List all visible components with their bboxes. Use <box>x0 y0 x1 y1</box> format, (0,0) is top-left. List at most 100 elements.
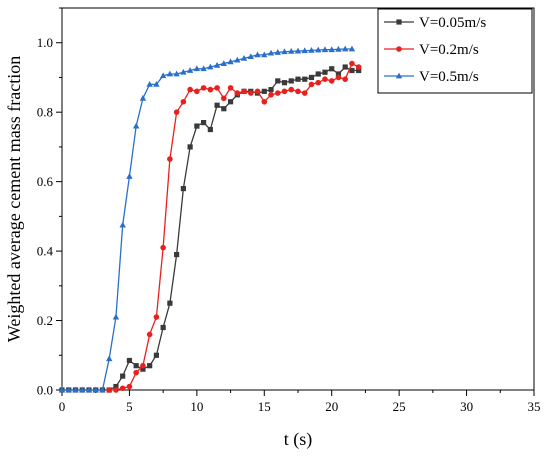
data-point <box>126 383 133 390</box>
data-point <box>308 81 315 88</box>
data-point <box>193 65 201 72</box>
data-point <box>342 76 349 82</box>
data-point <box>106 387 112 393</box>
data-point <box>126 173 133 179</box>
data-point <box>322 69 328 75</box>
data-point <box>173 70 180 77</box>
data-point <box>288 78 294 84</box>
legend-label: V=0.2m/s <box>419 42 479 58</box>
data-point <box>221 106 227 112</box>
data-point <box>119 385 126 392</box>
data-point <box>234 56 241 63</box>
data-point <box>328 46 335 53</box>
data-point <box>315 46 322 53</box>
data-point <box>315 71 321 77</box>
data-point <box>342 64 348 70</box>
y-tick-label: 1.0 <box>37 35 53 50</box>
data-point <box>227 58 234 65</box>
data-point <box>335 45 342 52</box>
x-tick-label: 15 <box>258 399 271 414</box>
x-tick-label: 25 <box>393 399 406 414</box>
axis-ticks: 0 5 10 15 20 25 30 35 0.0 0.2 0.4 0.6 0.8 1.0 <box>37 7 541 414</box>
data-point <box>160 324 166 331</box>
data-point <box>267 49 275 56</box>
data-point <box>120 373 126 379</box>
data-point <box>261 51 268 58</box>
series-triangle <box>58 45 356 393</box>
series-circle <box>106 60 362 393</box>
data-point <box>302 76 308 82</box>
data-point <box>112 313 120 320</box>
data-point <box>342 45 349 52</box>
data-point <box>201 120 207 126</box>
data-point <box>65 386 72 393</box>
data-point <box>315 79 322 86</box>
data-point <box>113 383 119 390</box>
data-point <box>79 386 86 393</box>
data-point <box>335 74 342 81</box>
data-point <box>207 86 214 93</box>
x-tick-label: 0 <box>59 399 66 414</box>
x-axis-title: t (s) <box>284 429 313 450</box>
data-point <box>328 78 335 84</box>
data-point <box>281 48 288 55</box>
data-point <box>308 46 315 53</box>
data-point <box>254 88 261 95</box>
data-point <box>281 88 288 95</box>
data-point <box>288 48 295 54</box>
data-point <box>275 78 281 84</box>
data-point <box>348 45 356 52</box>
legend-marker <box>396 19 402 25</box>
x-tick-label: 20 <box>325 399 338 414</box>
data-point <box>200 85 207 91</box>
data-point <box>133 363 139 369</box>
data-point <box>268 87 274 93</box>
data-point <box>92 386 99 393</box>
y-tick-label: 0.2 <box>37 313 53 328</box>
data-point <box>180 185 186 192</box>
data-point <box>281 80 288 86</box>
data-point <box>106 355 113 362</box>
series-line <box>62 66 359 391</box>
y-axis-title: Weighted average cement mass fraction <box>4 56 24 342</box>
y-tick-label: 0.8 <box>37 105 53 120</box>
legend-marker <box>395 72 403 79</box>
data-point <box>254 51 261 58</box>
data-point <box>240 54 248 61</box>
data-point <box>247 53 254 60</box>
data-point <box>113 387 119 393</box>
data-point <box>58 386 66 393</box>
data-point <box>221 95 227 102</box>
series-line <box>62 48 352 391</box>
data-point <box>180 68 187 75</box>
data-point <box>166 70 174 77</box>
x-tick-label: 30 <box>460 399 473 414</box>
data-point <box>187 86 193 93</box>
data-point <box>268 92 274 98</box>
data-point <box>321 46 329 53</box>
data-point <box>173 109 180 115</box>
data-point <box>194 123 200 129</box>
data-point <box>147 363 153 369</box>
data-point <box>132 122 140 129</box>
data-point <box>139 94 147 101</box>
data-point <box>248 90 254 96</box>
data-point <box>329 66 335 72</box>
data-point <box>261 88 267 94</box>
data-point <box>322 76 328 82</box>
data-point <box>160 244 166 251</box>
data-point <box>126 357 133 364</box>
data-point <box>207 126 213 133</box>
legend-label: V=0.05m/s <box>419 15 486 31</box>
data-point <box>186 67 194 73</box>
data-point <box>187 144 193 150</box>
data-point <box>85 386 93 393</box>
data-point <box>213 61 221 68</box>
data-point <box>349 67 355 74</box>
data-point <box>99 386 106 393</box>
data-point <box>207 63 214 70</box>
legend-marker <box>396 46 402 52</box>
data-point <box>261 98 268 105</box>
data-point <box>220 60 228 66</box>
